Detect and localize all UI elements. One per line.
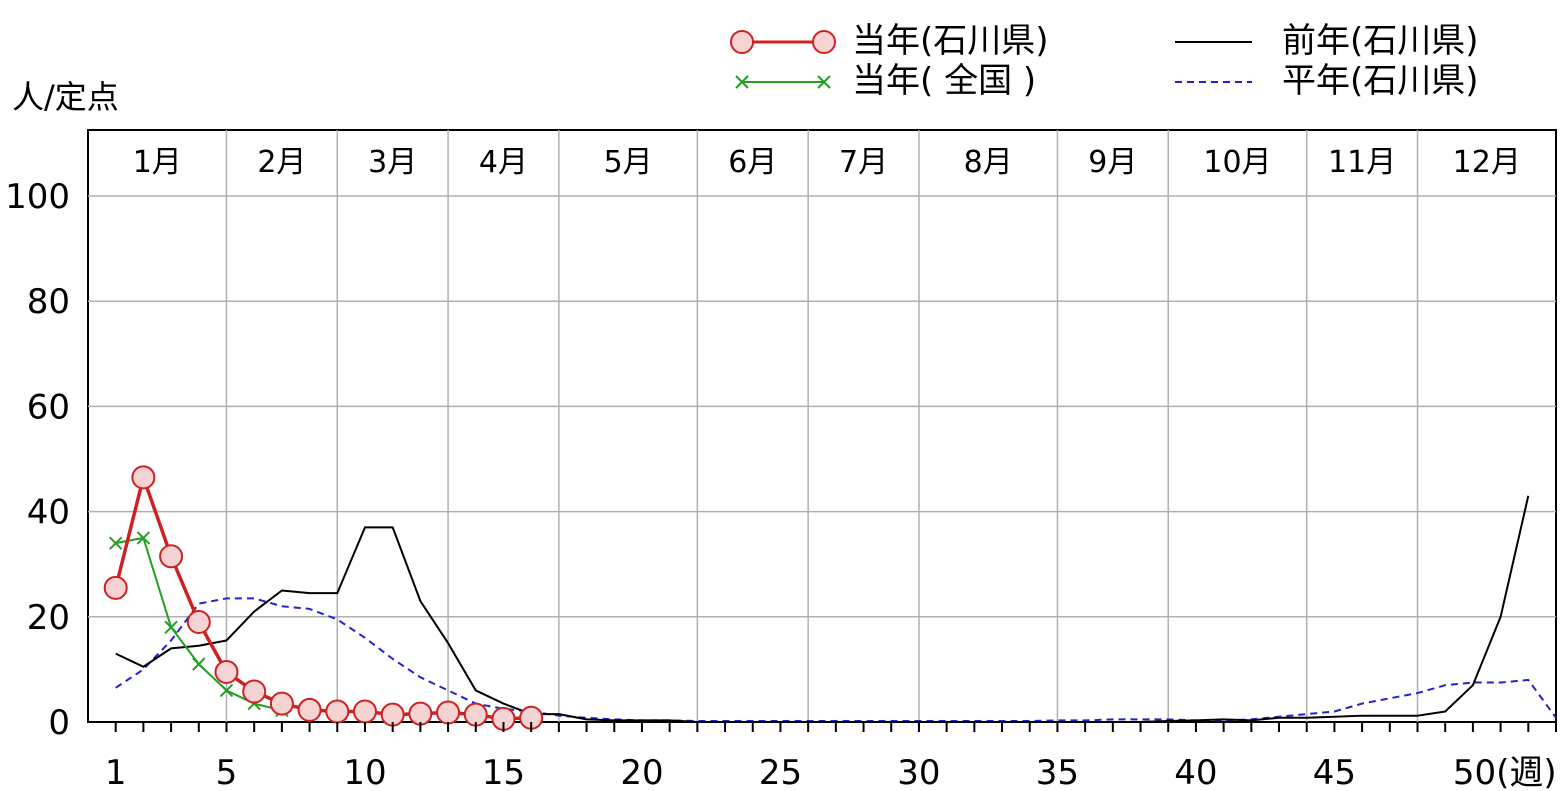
month-label: 5月 (604, 145, 653, 180)
x-tick-label: 35 (1036, 753, 1079, 791)
series-line (115, 597, 1557, 722)
legend-label: 平年(石川県) (1282, 61, 1479, 101)
legend: 当年(石川県)当年( 全国 ) 前年(石川県)平年(石川県) (730, 21, 1479, 101)
y-tick-label: 40 (27, 493, 70, 533)
data-point-circle (159, 544, 184, 569)
legend-label: 当年(石川県) (852, 21, 1049, 61)
x-tick-label: 25 (759, 753, 802, 791)
legend-marker-circle (730, 30, 754, 54)
data-point-circle (269, 691, 294, 716)
data-point-cross (136, 531, 151, 545)
month-label: 11月 (1328, 145, 1396, 180)
month-label: 6月 (728, 145, 777, 180)
data-point-cross (108, 536, 123, 550)
series-layer (103, 465, 1557, 731)
month-label: 4月 (479, 145, 528, 180)
y-tick-label: 60 (27, 387, 70, 427)
month-label: 1月 (133, 145, 182, 180)
data-point-cross (219, 683, 234, 698)
series-line (115, 495, 1530, 723)
y-axis-label: 人/定点 (12, 78, 119, 116)
cross-stroke (108, 536, 123, 550)
plot-frame (87, 129, 1557, 723)
axes: 1月 2月 3月 4月 5月 6月 7月 8月 9月 10月 11月 12月 0 20 40 60 80 100 1… (5, 145, 1557, 791)
series-line (114, 475, 532, 721)
data-point-circle (242, 679, 267, 704)
legend-marker-cross (817, 75, 831, 89)
month-label: 2月 (257, 145, 306, 180)
data-point-cross (192, 657, 206, 671)
data-point-circle (103, 575, 128, 600)
x-tick-label: 20 (620, 753, 663, 791)
grid-lines (87, 129, 1557, 723)
x-tick-label: 30 (897, 753, 940, 791)
x-tick-label: 15 (482, 753, 525, 791)
legend-marker-circle (812, 30, 836, 54)
legend-marker-cross (735, 75, 749, 89)
x-tick-label: 10 (343, 753, 386, 791)
legend-label: 当年( 全国 ) (852, 61, 1036, 101)
cross-stroke (164, 620, 178, 635)
cross-stroke (192, 657, 206, 671)
y-tick-label: 80 (27, 282, 70, 322)
x-tick-label: 50(週) (1453, 753, 1557, 791)
x-tick-label: 1 (105, 753, 127, 791)
data-point-circle (186, 610, 211, 635)
cross-stroke (136, 531, 151, 545)
month-label: 9月 (1088, 145, 1137, 180)
data-point-circle (352, 699, 377, 724)
month-label: 3月 (368, 145, 417, 180)
month-label: 10月 (1203, 145, 1271, 180)
x-tick-label: 40 (1174, 753, 1217, 791)
month-label: 8月 (964, 145, 1013, 180)
data-point-circle (325, 699, 350, 724)
data-point-cross (164, 620, 178, 635)
y-tick-label: 0 (48, 703, 70, 743)
month-label: 7月 (839, 145, 888, 180)
y-tick-label: 20 (27, 598, 70, 638)
data-point-circle (408, 701, 433, 726)
data-point-circle (214, 660, 239, 685)
legend-label: 前年(石川県) (1282, 21, 1479, 61)
month-label: 12月 (1453, 145, 1521, 180)
data-point-circle (297, 697, 322, 722)
data-point-circle (131, 465, 156, 490)
x-tick-label: 5 (216, 753, 238, 791)
y-tick-label: 100 (5, 177, 70, 217)
data-point-circle (436, 700, 461, 725)
cross-stroke (219, 683, 234, 698)
x-tick-label: 45 (1313, 753, 1356, 791)
